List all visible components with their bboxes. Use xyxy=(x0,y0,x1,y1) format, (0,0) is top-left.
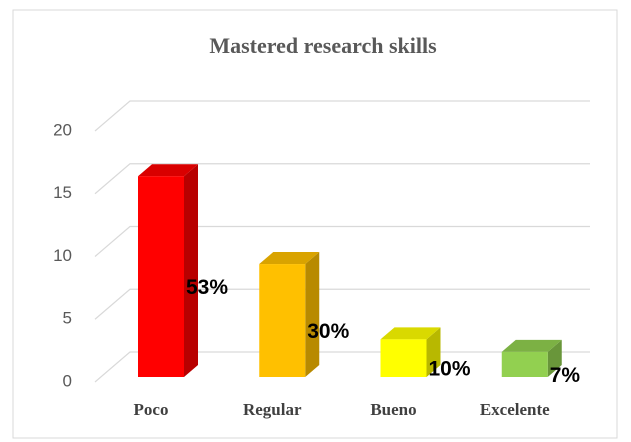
y-tick-label: 0 xyxy=(63,371,72,390)
bar-top xyxy=(138,164,198,177)
bar-side xyxy=(305,252,320,377)
data-label: 53% xyxy=(186,276,228,299)
grid-line xyxy=(94,288,590,320)
x-tick-label: Bueno xyxy=(370,400,416,419)
grid-line xyxy=(94,163,590,195)
data-label: 10% xyxy=(429,358,471,381)
data-label: 7% xyxy=(550,364,581,387)
x-tick-label: Poco xyxy=(134,400,169,419)
bar xyxy=(138,176,184,377)
chart-title: Mastered research skills xyxy=(209,33,437,58)
y-tick-label: 15 xyxy=(53,183,72,202)
x-tick-label: Regular xyxy=(243,400,302,419)
bar-side xyxy=(547,339,562,377)
grid-line xyxy=(94,225,590,257)
bar-top xyxy=(380,327,441,340)
bar-top xyxy=(501,339,562,352)
bar-side xyxy=(184,164,198,377)
data-label: 30% xyxy=(307,320,349,343)
bar xyxy=(259,264,306,377)
bar-side xyxy=(426,327,441,377)
bar-top xyxy=(259,252,320,265)
x-tick-label: Excelente xyxy=(480,400,550,419)
y-tick-label: 10 xyxy=(53,246,72,265)
y-tick-label: 5 xyxy=(63,309,72,328)
y-tick-label: 20 xyxy=(53,120,72,139)
bar xyxy=(501,351,548,377)
grid-line xyxy=(94,100,590,132)
bar xyxy=(380,339,427,377)
